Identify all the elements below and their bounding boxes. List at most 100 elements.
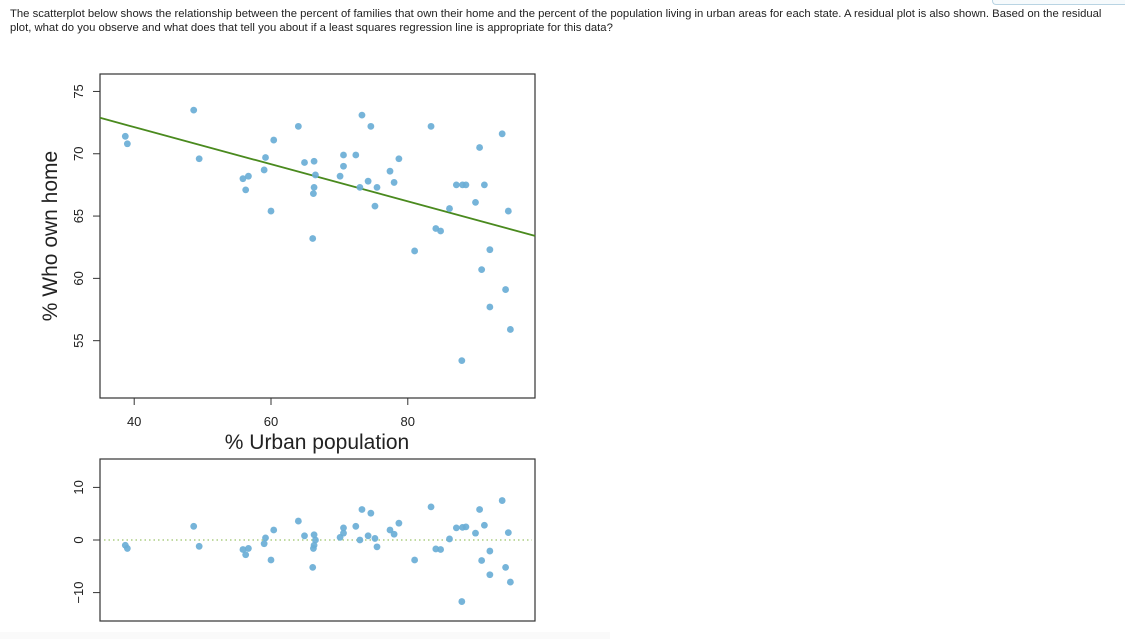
- residual-point: [239, 546, 247, 553]
- x-axis: 40 60 80: [127, 398, 415, 429]
- data-point: [239, 175, 247, 183]
- data-point: [309, 190, 317, 198]
- residual-plot: −10 0 10: [71, 458, 536, 622]
- data-point: [309, 235, 317, 242]
- scatterplot-frame: [99, 73, 536, 399]
- data-point: [270, 136, 278, 144]
- residual-point: [390, 530, 398, 538]
- residual-point: [446, 535, 453, 543]
- residual-point: [498, 497, 506, 504]
- y-axis-label: % Who own home: [39, 151, 62, 321]
- data-point: [245, 172, 252, 180]
- residual-point: [336, 533, 344, 541]
- data-point: [390, 179, 398, 186]
- y-axis: 55 60 65 70 75: [71, 84, 100, 348]
- residual-point: [356, 536, 364, 544]
- data-point: [478, 266, 486, 274]
- data-point: [504, 207, 512, 215]
- x-tick-label: 80: [401, 414, 415, 429]
- data-point: [476, 144, 483, 151]
- residual-point: [123, 545, 131, 552]
- question-text: The scatterplot below shows the relation…: [10, 8, 1102, 34]
- residual-point: [472, 529, 479, 537]
- data-point: [312, 171, 319, 179]
- residual-point: [352, 522, 360, 530]
- residual-point: [427, 503, 435, 511]
- residual-point: [267, 556, 275, 564]
- residual-point: [373, 543, 381, 551]
- residual-point: [195, 542, 203, 550]
- residual-point: [486, 571, 494, 579]
- residual-point: [270, 526, 278, 534]
- data-point: [371, 202, 379, 210]
- data-point: [386, 167, 394, 175]
- residual-point: [458, 598, 466, 605]
- data-point: [340, 162, 347, 170]
- data-point: [262, 154, 269, 161]
- residual-point: [411, 556, 419, 564]
- data-point: [356, 184, 364, 191]
- data-point: [310, 157, 318, 165]
- data-point: [301, 159, 308, 166]
- data-point: [486, 303, 494, 311]
- bottom-fade-bar: [0, 632, 610, 639]
- data-point: [437, 227, 445, 235]
- data-point: [498, 130, 506, 138]
- data-point: [242, 186, 250, 194]
- y-tick-label: 55: [71, 333, 86, 347]
- residual-point: [260, 540, 268, 548]
- data-point: [462, 181, 470, 189]
- data-point: [395, 155, 403, 163]
- residual-point: [301, 532, 308, 540]
- residual-point: [309, 563, 317, 571]
- residual-point: [367, 509, 375, 517]
- residual-point: [506, 578, 514, 586]
- data-point: [458, 357, 466, 365]
- y-tick-label: 65: [71, 209, 86, 223]
- residual-point: [364, 532, 372, 540]
- residual-point: [395, 519, 403, 527]
- x-tick-label: 40: [127, 414, 141, 429]
- data-point: [336, 172, 344, 180]
- data-point: [340, 151, 347, 159]
- data-point: [260, 166, 268, 174]
- residual-point: [476, 506, 483, 513]
- residual-point: [310, 531, 318, 539]
- residual-y-tick-label: −10: [71, 582, 86, 604]
- data-point: [267, 207, 275, 215]
- data-point: [294, 122, 302, 130]
- residual-point: [486, 547, 494, 555]
- residual-point: [242, 551, 250, 559]
- y-tick-label: 75: [71, 84, 86, 98]
- residual-point: [262, 534, 269, 542]
- data-point: [472, 198, 479, 206]
- data-point: [310, 184, 318, 191]
- residual-point: [480, 521, 488, 529]
- data-point: [502, 286, 509, 293]
- data-point: [121, 132, 129, 140]
- residual-y-tick-label: 10: [71, 480, 86, 494]
- data-point: [486, 246, 494, 254]
- residual-point: [437, 546, 445, 553]
- residual-point: [340, 524, 347, 532]
- residual-point: [502, 563, 509, 571]
- scatterplot: 40 60 80 55 60 65 70 75 % Urban population % W…: [39, 73, 536, 454]
- data-point: [480, 181, 488, 189]
- data-point: [506, 326, 514, 333]
- residual-points: [121, 497, 514, 605]
- residual-y-axis: −10 0 10: [71, 480, 100, 604]
- data-point: [446, 205, 453, 212]
- data-point: [358, 111, 366, 119]
- residual-point: [309, 545, 317, 552]
- top-right-tab-decoration: [992, 0, 1125, 5]
- data-point: [373, 184, 381, 191]
- residual-point: [294, 517, 302, 525]
- data-point: [452, 181, 460, 189]
- x-axis-label: % Urban population: [225, 431, 409, 454]
- data-point: [364, 177, 372, 185]
- y-tick-label: 70: [71, 147, 86, 161]
- data-point: [367, 122, 375, 130]
- residual-point: [358, 506, 366, 513]
- data-point: [352, 151, 360, 159]
